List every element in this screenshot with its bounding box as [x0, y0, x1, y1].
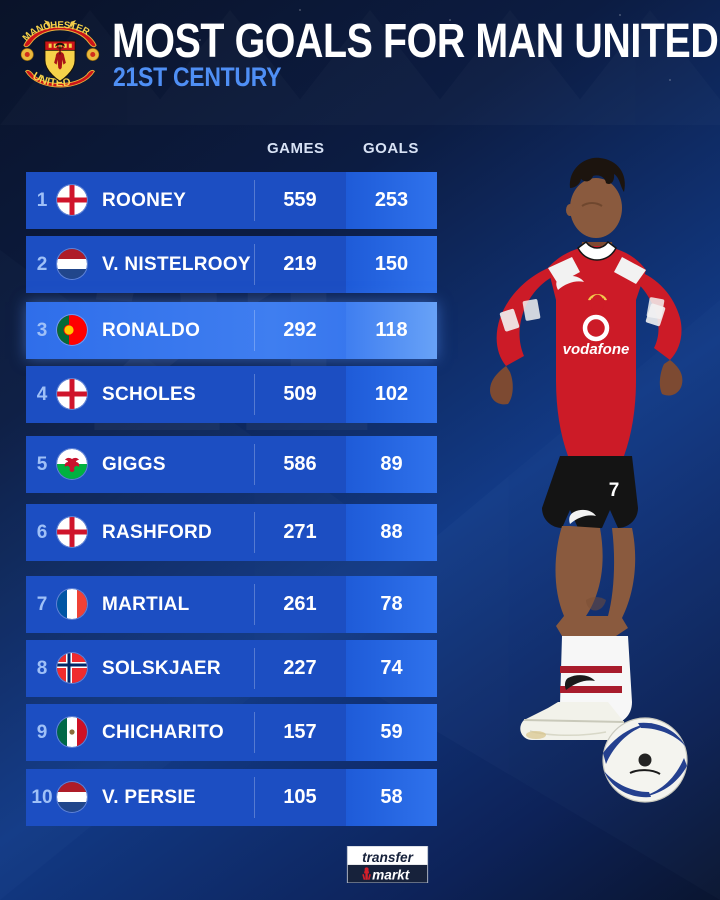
svg-text:markt: markt [372, 867, 411, 882]
svg-text:7: 7 [609, 480, 620, 501]
svg-text:MANCHESTER: MANCHESTER [21, 20, 92, 44]
svg-text:transfer: transfer [362, 850, 414, 865]
svg-text:vodafone: vodafone [563, 341, 630, 358]
